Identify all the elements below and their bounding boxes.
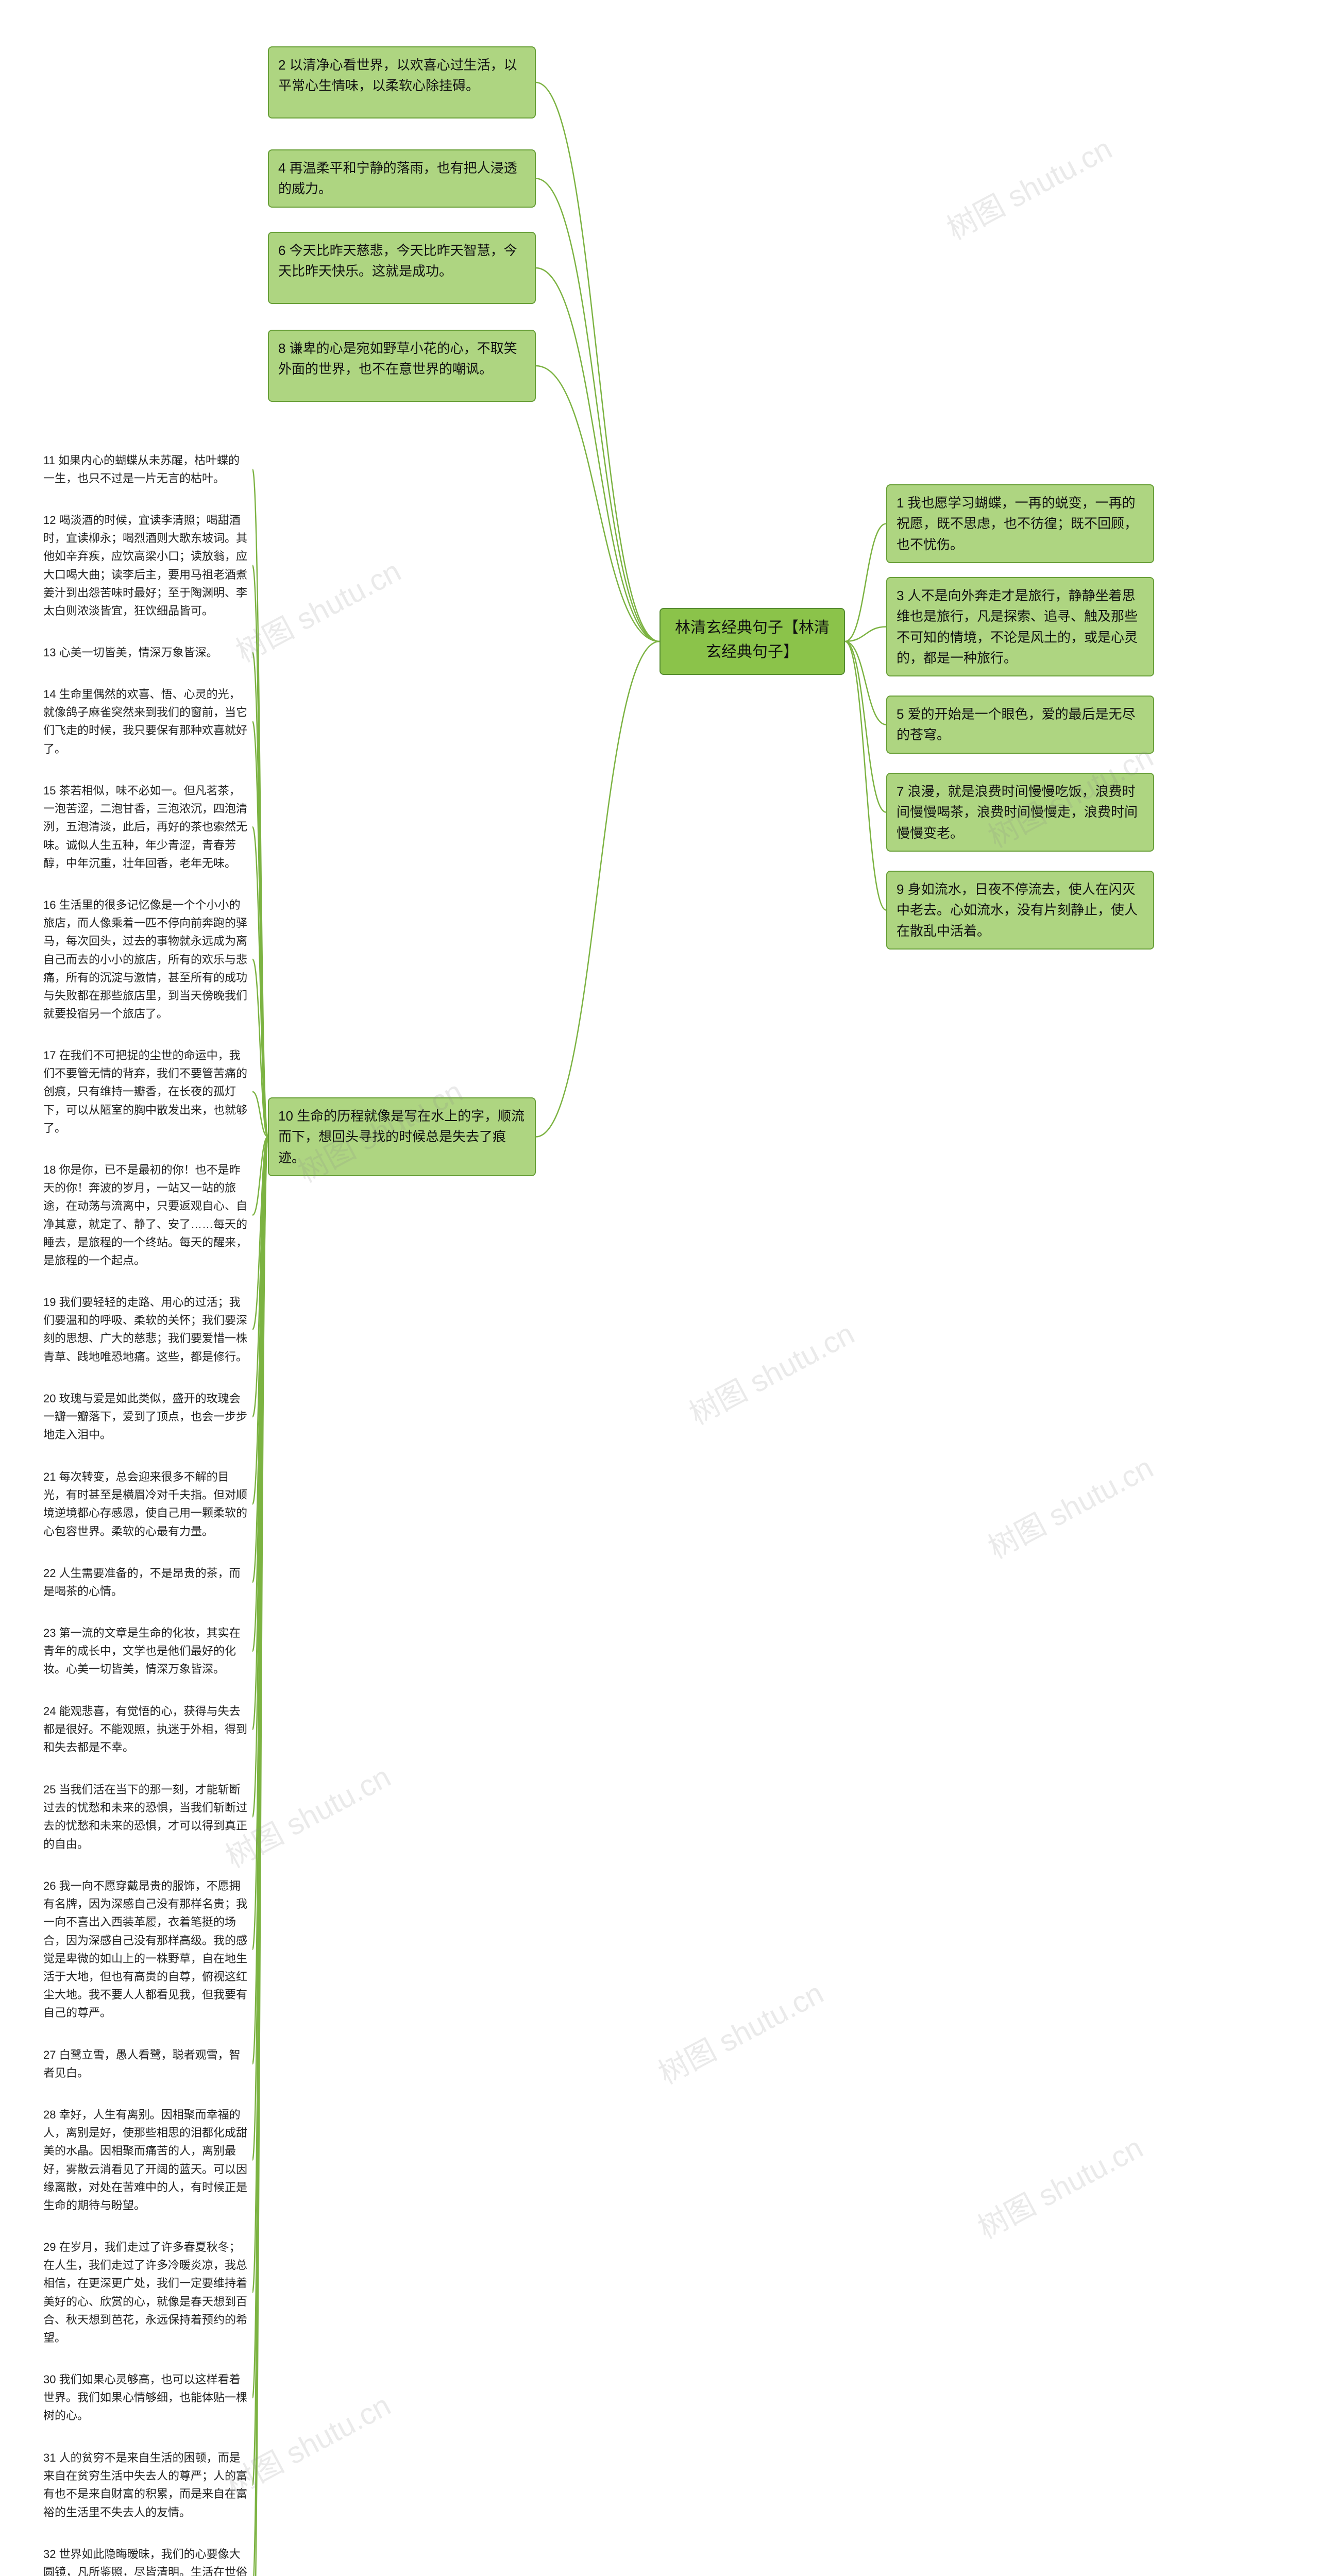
leaf-16: 16 生活里的很多记忆像是一个个小小的旅店，而人像乘着一匹不停向前奔跑的驿马，每…: [41, 893, 252, 1026]
leaf-31: 31 人的贫穷不是来自生活的困顿，而是来自在贫穷生活中失去人的尊严；人的富有也不…: [41, 2446, 252, 2524]
branch-b4: 4 再温柔平和宁静的落雨，也有把人浸透的威力。: [268, 149, 536, 208]
watermark: 树图 shutu.cn: [681, 1310, 861, 1433]
branch-b8: 8 谦卑的心是宛如野草小花的心，不取笑外面的世界，也不在意世界的嘲讽。: [268, 330, 536, 402]
branch-b3: 3 人不是向外奔走才是旅行，静静坐着思维也是旅行，凡是探索、追寻、触及那些不可知…: [886, 577, 1154, 676]
leaf-14: 14 生命里偶然的欢喜、悟、心灵的光，就像鸽子麻雀突然来到我们的窗前，当它们飞走…: [41, 682, 252, 761]
leaf-19: 19 我们要轻轻的走路、用心的过活；我们要温和的呼吸、柔软的关怀；我们要深刻的思…: [41, 1290, 252, 1369]
watermark: 树图 shutu.cn: [969, 2124, 1149, 2247]
watermark: 树图 shutu.cn: [938, 125, 1119, 248]
root-node: 林清玄经典句子【林清玄经典句子】: [660, 608, 845, 675]
leaf-21: 21 每次转变，总会迎来很多不解的目光，有时甚至是横眉冷对千夫指。但对顺境逆境都…: [41, 1465, 252, 1544]
branch-b7: 7 浪漫，就是浪费时间慢慢吃饭，浪费时间慢慢喝茶，浪费时间慢慢走，浪费时间慢慢变…: [886, 773, 1154, 852]
branch-b2: 2 以清净心看世界，以欢喜心过生活，以平常心生情味，以柔软心除挂碍。: [268, 46, 536, 118]
leaf-12: 12 喝淡酒的时候，宜读李清照；喝甜酒时，宜读柳永；喝烈酒则大歌东坡词。其他如辛…: [41, 508, 252, 623]
branch-b10: 10 生命的历程就像是写在水上的字，顺流而下，想回头寻找的时候总是失去了痕迹。: [268, 1097, 536, 1176]
leaf-27: 27 白鹭立雪，愚人看鹭，聪者观雪，智者见白。: [41, 2043, 252, 2085]
leaf-15: 15 茶若相似，味不必如一。但凡茗茶，一泡苦涩，二泡甘香，三泡浓沉，四泡清洌，五…: [41, 778, 252, 875]
leaf-32: 32 世界如此隐晦暧昧，我们的心要像大圆镜，凡所鉴照，尽皆清明。生活在世俗中，为…: [41, 2542, 252, 2576]
mindmap-canvas: 林清玄经典句子【林清玄经典句子】 2 以清净心看世界，以欢喜心过生活，以平常心生情…: [0, 0, 1319, 2576]
watermark: 树图 shutu.cn: [227, 547, 408, 670]
leaf-24: 24 能观悲喜，有觉悟的心，获得与失去都是很好。不能观照，执迷于外相，得到和失去…: [41, 1699, 252, 1760]
watermark: 树图 shutu.cn: [979, 1444, 1160, 1567]
branch-b6: 6 今天比昨天慈悲，今天比昨天智慧，今天比昨天快乐。这就是成功。: [268, 232, 536, 304]
watermark: 树图 shutu.cn: [650, 1969, 830, 2092]
leaf-28: 28 幸好，人生有离别。因相聚而幸福的人，离别是好，使那些相思的泪都化成甜美的水…: [41, 2103, 252, 2217]
leaf-29: 29 在岁月，我们走过了许多春夏秋冬；在人生，我们走过了许多冷暖炎凉，我总相信，…: [41, 2235, 252, 2350]
branch-b9: 9 身如流水，日夜不停流去，使人在闪灭中老去。心如流水，没有片刻静止，使人在散乱…: [886, 871, 1154, 950]
leaf-11: 11 如果内心的蝴蝶从未苏醒，枯叶蝶的一生，也只不过是一片无言的枯叶。: [41, 448, 252, 490]
leaf-18: 18 你是你，已不是最初的你！也不是昨天的你！奔波的岁月，一站又一站的旅途，在动…: [41, 1158, 252, 1273]
branch-b5: 5 爱的开始是一个眼色，爱的最后是无尽的苍穹。: [886, 696, 1154, 754]
leaf-30: 30 我们如果心灵够高，也可以这样看着世界。我们如果心情够细，也能体贴一棵树的心…: [41, 2367, 252, 2428]
leaf-20: 20 玫瑰与爱是如此类似，盛开的玫瑰会一瓣一瓣落下，爱到了顶点，也会一步步地走入…: [41, 1386, 252, 1447]
leaf-23: 23 第一流的文章是生命的化妆，其实在青年的成长中，文学也是他们最好的化妆。心美…: [41, 1621, 252, 1682]
branch-b1: 1 我也愿学习蝴蝶，一再的蜕变，一再的祝愿，既不思虑，也不彷徨；既不回顾，也不忧…: [886, 484, 1154, 563]
leaf-17: 17 在我们不可把捉的尘世的命运中，我们不要管无情的背弃，我们不要管苦痛的创痕，…: [41, 1043, 252, 1140]
leaf-26: 26 我一向不愿穿戴昂贵的服饰，不愿拥有名牌，因为深感自己没有那样名贵；我一向不…: [41, 1874, 252, 2025]
leaf-13: 13 心美一切皆美，情深万象皆深。: [41, 640, 252, 665]
leaf-25: 25 当我们活在当下的那一刻，才能斩断过去的忧愁和未来的恐惧，当我们斩断过去的忧…: [41, 1777, 252, 1856]
leaf-22: 22 人生需要准备的，不是昂贵的茶，而是喝茶的心情。: [41, 1561, 252, 1603]
